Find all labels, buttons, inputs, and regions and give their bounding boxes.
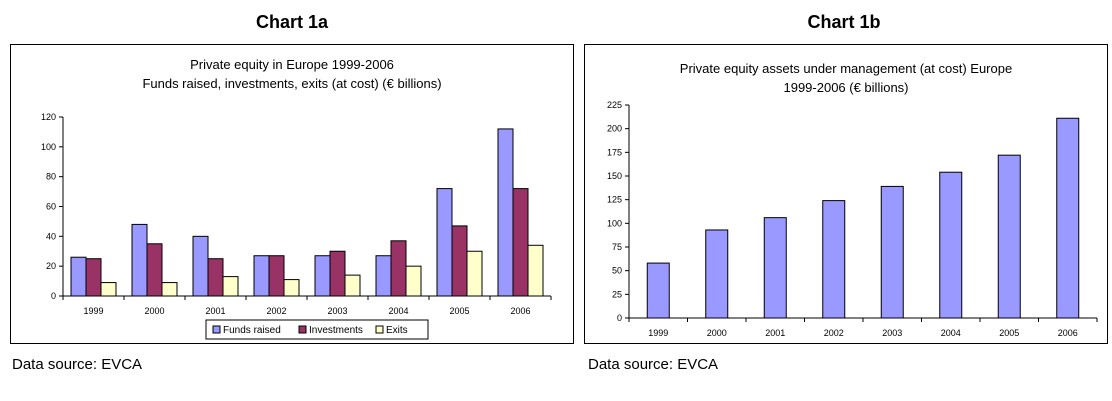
chart-1a-svg: Private equity in Europe 1999-2006 Funds … bbox=[41, 57, 552, 340]
chart-1b-bar bbox=[997, 154, 1021, 319]
chart-1a-source: Data source: EVCA bbox=[12, 356, 143, 373]
chart-1b-x-tick-label: 1999 bbox=[648, 328, 668, 338]
chart-1a-legend-swatch bbox=[298, 325, 307, 334]
chart-1a-y-tick-label: 40 bbox=[46, 231, 56, 241]
chart-1a-bar bbox=[375, 255, 392, 297]
chart-1b-y-tick-label: 125 bbox=[607, 195, 622, 205]
chart-1a-panel: Private equity in Europe 1999-2006 Funds … bbox=[10, 44, 574, 344]
chart-1b-svg: Private equity assets under management (… bbox=[607, 61, 1098, 338]
chart-1a-x-tick-label: 1999 bbox=[83, 306, 103, 316]
chart-1a-y-tick-label: 120 bbox=[41, 112, 56, 122]
chart-1a-bar bbox=[405, 265, 422, 297]
chart-1b-heading: Chart 1b bbox=[807, 12, 881, 32]
chart-1a-y-tick-label: 20 bbox=[46, 261, 56, 271]
chart-1b-bar bbox=[880, 185, 904, 319]
chart-1a-y-tick-label: 0 bbox=[51, 291, 56, 301]
chart-1a-y-tick-label: 60 bbox=[46, 202, 56, 212]
chart-1a-bar bbox=[451, 225, 468, 297]
chart-1a-x-tick-label: 2003 bbox=[327, 306, 347, 316]
chart-1a-subtitle: Funds raised, investments, exits (at cos… bbox=[142, 76, 441, 91]
chart-1b-y-tick-label: 25 bbox=[612, 289, 622, 299]
chart-1a-title: Private equity in Europe 1999-2006 bbox=[190, 57, 394, 72]
chart-1a-bar bbox=[85, 258, 102, 297]
chart-1a-bar bbox=[436, 188, 453, 297]
chart-1b-x-tick-label: 2001 bbox=[765, 328, 785, 338]
chart-1b-source: Data source: EVCA bbox=[588, 356, 719, 373]
chart-1b-x-tick-label: 2005 bbox=[999, 328, 1019, 338]
chart-1a-bar bbox=[207, 258, 224, 297]
chart-1a-bar bbox=[70, 256, 87, 297]
chart-1a-bar bbox=[253, 255, 270, 297]
chart-1b-bar bbox=[763, 217, 787, 319]
chart-1b-bar bbox=[646, 262, 670, 319]
chart-1b-bar bbox=[822, 200, 846, 319]
chart-1a-bar bbox=[344, 274, 361, 297]
chart-1a-bar bbox=[512, 188, 529, 297]
chart-1a-x-tick-label: 2000 bbox=[144, 306, 164, 316]
chart-1b-y-tick-label: 225 bbox=[607, 100, 622, 110]
chart-1a-legend-swatch bbox=[375, 325, 384, 334]
chart-1a-x-tick-label: 2006 bbox=[510, 306, 530, 316]
chart-1a-legend-swatch bbox=[212, 325, 221, 334]
chart-1a-bar bbox=[131, 223, 148, 297]
chart-1a-x-tick-label: 2002 bbox=[266, 306, 286, 316]
chart-1b-y-tick-label: 50 bbox=[612, 266, 622, 276]
chart-1a-bar bbox=[466, 250, 483, 297]
chart-1a-heading: Chart 1a bbox=[255, 12, 329, 32]
chart-1a-bar bbox=[100, 282, 117, 297]
chart-1b-bar bbox=[1056, 117, 1080, 319]
chart-1a-bar bbox=[527, 244, 544, 297]
chart-1a-legend-label: Funds raised bbox=[223, 325, 281, 336]
chart-1b-y-tick-label: 150 bbox=[607, 171, 622, 181]
chart-1a-y-tick-label: 100 bbox=[41, 142, 56, 152]
chart-1b-x-tick-label: 2006 bbox=[1058, 328, 1078, 338]
chart-1a-bar bbox=[314, 255, 331, 297]
chart-1b-y-tick-label: 175 bbox=[607, 147, 622, 157]
chart-1a-bar bbox=[329, 250, 346, 297]
chart-1a-legend bbox=[205, 319, 429, 340]
chart-1a-bar bbox=[161, 282, 178, 297]
chart-1b-title: Private equity assets under management (… bbox=[680, 61, 1012, 76]
chart-1a-x-tick-label: 2005 bbox=[449, 306, 469, 316]
chart-1b-x-tick-label: 2000 bbox=[707, 328, 727, 338]
chart-1b-x-tick-label: 2003 bbox=[882, 328, 902, 338]
chart-1a-legend-label: Exits bbox=[386, 325, 408, 336]
chart-1a-bar bbox=[222, 276, 239, 297]
chart-1a-y-tick-label: 80 bbox=[46, 172, 56, 182]
chart-1b-y-tick-label: 0 bbox=[617, 313, 622, 323]
chart-1a-bar bbox=[268, 255, 285, 297]
chart-1b-bar bbox=[939, 171, 963, 319]
chart-1b-y-tick-label: 75 bbox=[612, 242, 622, 252]
chart-1b-bar bbox=[705, 229, 729, 319]
chart-1a-bar bbox=[283, 279, 300, 297]
chart-1b-y-tick-label: 100 bbox=[607, 218, 622, 228]
chart-1b-x-tick-label: 2002 bbox=[824, 328, 844, 338]
chart-1b-y-tick-label: 200 bbox=[607, 124, 622, 134]
chart-1a-bar bbox=[497, 128, 514, 297]
chart-1a-bar bbox=[146, 243, 163, 297]
chart-1a-x-tick-label: 2001 bbox=[205, 306, 225, 316]
chart-1b-x-tick-label: 2004 bbox=[941, 328, 961, 338]
chart-1a-bar bbox=[390, 240, 407, 297]
chart-1b-panel: Private equity assets under management (… bbox=[584, 44, 1108, 344]
chart-1a-x-tick-label: 2004 bbox=[388, 306, 408, 316]
chart-1a-legend-label: Investments bbox=[309, 325, 363, 336]
chart-1a-bar bbox=[192, 235, 209, 297]
chart-1b-subtitle: 1999-2006 (€ billions) bbox=[783, 80, 908, 95]
